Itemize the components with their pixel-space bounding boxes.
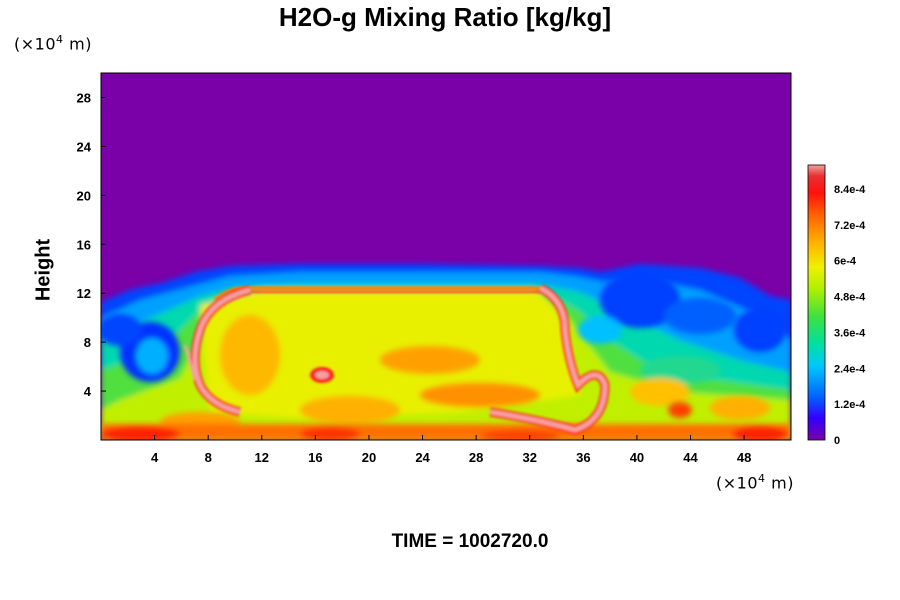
y-unit-label: (×104 m) [14, 33, 92, 54]
x-tick-label: 8 [205, 450, 212, 465]
colorbar-ticks: 0 1.2e-4 2.4e-4 3.6e-4 4.8e-4 6e-4 7.2e-4 8.4e-… [834, 184, 866, 447]
x-tick-label: 44 [683, 450, 698, 465]
plot-frame [100, 72, 792, 441]
colorbar-tick-label: 3.6e-4 [834, 327, 866, 339]
chart-title: H2O-g Mixing Ratio [kg/kg] [278, 2, 612, 32]
x-axis: 4 8 12 16 20 24 28 32 36 40 44 48 [151, 435, 751, 465]
heatmap-field [101, 73, 791, 440]
colorbar-tick-label: 1.2e-4 [834, 399, 866, 411]
y-tick-label: 20 [77, 188, 91, 203]
y-tick-label: 16 [77, 237, 91, 252]
y-axis: 4 8 12 16 20 24 28 [77, 90, 106, 399]
y-tick-label: 28 [77, 90, 91, 105]
colorbar-tick-label: 6e-4 [834, 256, 857, 268]
x-tick-label: 40 [630, 450, 644, 465]
colorbar [807, 164, 826, 441]
colorbar-tick-label: 7.2e-4 [834, 220, 866, 232]
colorbar-tick-label: 8.4e-4 [834, 184, 866, 196]
x-tick-label: 32 [523, 450, 537, 465]
y-tick-label: 4 [84, 384, 92, 399]
x-tick-label: 36 [576, 450, 590, 465]
y-tick-label: 24 [77, 139, 92, 154]
colorbar-tick-label: 2.4e-4 [834, 363, 866, 375]
y-tick-label: 8 [84, 335, 91, 350]
colorbar-tick-label: 0 [834, 435, 840, 447]
x-tick-label: 12 [255, 450, 269, 465]
colorbar-tick-label: 4.8e-4 [834, 292, 866, 304]
x-unit-label: (×104 m) [716, 472, 794, 493]
x-tick-label: 20 [362, 450, 376, 465]
x-tick-label: 24 [415, 450, 430, 465]
x-tick-label: 48 [737, 450, 751, 465]
x-tick-label: 28 [469, 450, 483, 465]
y-tick-label: 12 [77, 286, 91, 301]
x-tick-label: 4 [151, 450, 159, 465]
x-tick-label: 16 [308, 450, 322, 465]
time-label: TIME = 1002720.0 [391, 531, 549, 552]
